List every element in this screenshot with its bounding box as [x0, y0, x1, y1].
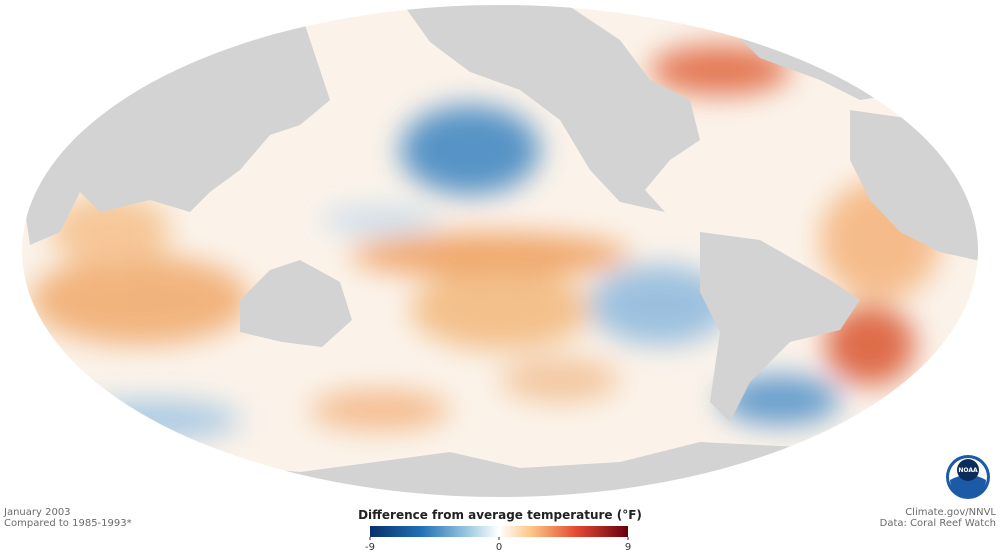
noaa-logo: NOAA: [946, 455, 990, 499]
date-label: January 2003: [3, 507, 71, 518]
colorbar-tick-label: 0: [496, 542, 502, 553]
baseline-label: Compared to 1985-1993*: [4, 518, 132, 529]
data-credit: Data: Coral Reef Watch: [880, 518, 996, 529]
colorbar-title: Difference from average temperature (°F): [358, 508, 642, 522]
colorbar: [370, 526, 628, 537]
logo-text: NOAA: [958, 467, 978, 474]
source-credit: Climate.gov/NNVL: [905, 507, 996, 518]
colorbar-ticks: -9 0 9: [365, 537, 631, 553]
colorbar-tick-label: -9: [365, 542, 375, 553]
colorbar-tick-label: 9: [625, 542, 631, 553]
